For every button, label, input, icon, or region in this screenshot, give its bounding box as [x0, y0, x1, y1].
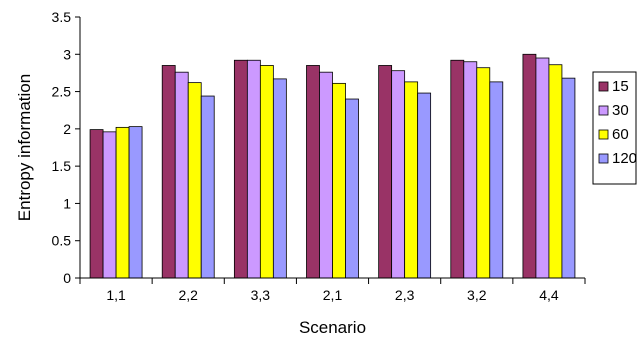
bar-60-3-2: [476, 67, 491, 279]
bar-60-1-1: [115, 126, 130, 279]
bar-30-2-1: [319, 71, 333, 279]
y-tick-label: 3: [63, 46, 71, 62]
bar-60-2-3: [404, 81, 419, 279]
legend-label-60: 60: [612, 126, 629, 143]
bar-120-1-1: [128, 126, 143, 279]
bar-30-1-1: [102, 131, 117, 279]
bar-30-3-3: [246, 59, 261, 279]
x-tick-label: 2,3: [395, 287, 415, 303]
bar-120-2-1: [345, 98, 359, 279]
y-tick-label: 1.5: [52, 158, 72, 174]
bar-60-4-4: [548, 64, 563, 279]
legend-swatch-60: [598, 129, 609, 140]
x-tick-label: 2,1: [323, 287, 343, 303]
bar-30-4-4: [535, 57, 550, 279]
bar-15-4-4: [522, 53, 537, 279]
bar-15-2-1: [306, 65, 320, 279]
legend-label-30: 30: [612, 102, 629, 119]
bar-15-3-2: [450, 59, 465, 279]
legend: 15 30 60 120: [592, 71, 637, 185]
y-tick-label: 1: [63, 195, 71, 211]
y-axis-label: Entropy information: [15, 74, 34, 221]
bar-15-2-3: [378, 65, 393, 279]
bar-60-3-3: [259, 65, 274, 279]
bars-group: [89, 53, 576, 279]
bar-30-2-2: [174, 71, 189, 279]
bar-15-1-1: [89, 129, 104, 279]
y-tick-label: 0.5: [52, 233, 72, 249]
legend-swatch-30: [598, 105, 609, 116]
x-tick-label: 1,1: [106, 287, 126, 303]
x-tick-label: 3,2: [467, 287, 487, 303]
bar-120-3-3: [272, 78, 287, 279]
bar-120-3-2: [489, 81, 504, 279]
y-tick-label: 3.5: [52, 9, 72, 25]
bar-120-4-4: [561, 77, 576, 279]
x-tick-label: 2,2: [178, 287, 198, 303]
legend-swatch-120: [598, 153, 609, 164]
bar-30-2-3: [391, 70, 406, 279]
y-tick-label: 0: [63, 270, 71, 286]
bar-60-2-1: [332, 82, 346, 279]
bar-60-2-2: [187, 82, 202, 279]
bar-15-3-3: [233, 59, 248, 279]
bar-30-3-2: [463, 61, 478, 279]
y-tick-label: 2: [63, 121, 71, 137]
x-tick-label: 3,3: [251, 287, 271, 303]
axes-group: 0 0.5 1 1.5 2 2.5 3 3.5 1,1 2,2 3,3 2,1 2,3 3,2 4,4: [52, 9, 586, 303]
bar-120-2-3: [417, 92, 432, 279]
legend-label-15: 15: [612, 78, 629, 95]
legend-label-120: 120: [612, 150, 637, 167]
x-axis-label: Scenario: [299, 318, 366, 337]
bar-120-2-2: [200, 95, 215, 279]
y-tick-label: 2.5: [52, 84, 72, 100]
x-tick-label: 4,4: [539, 287, 559, 303]
bar-15-2-2: [161, 65, 176, 279]
legend-swatch-15: [598, 81, 609, 92]
